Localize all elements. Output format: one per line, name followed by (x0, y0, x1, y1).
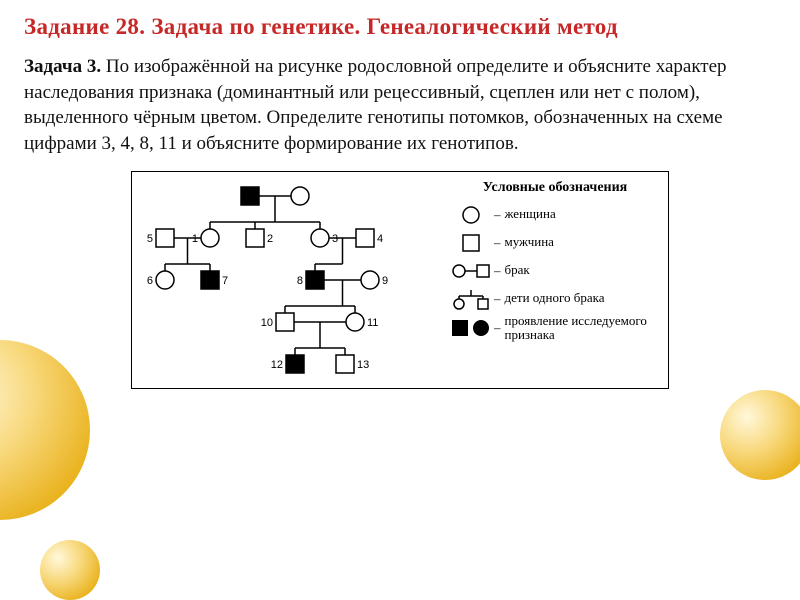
pedigree-node (156, 229, 174, 247)
pedigree-node (336, 355, 354, 373)
problem-text: Задача 3. По изображённой на рисунке род… (24, 54, 776, 157)
pedigree-figure: 51234678910111213 Условные обозначения –… (131, 171, 669, 389)
legend-symbol (450, 206, 492, 224)
pedigree-node (246, 229, 264, 247)
pedigree-node (291, 187, 309, 205)
pedigree-node-label: 1 (192, 233, 198, 245)
pedigree-node (306, 271, 324, 289)
pedigree-node (201, 229, 219, 247)
pedigree-node (156, 271, 174, 289)
legend-symbol (450, 319, 492, 337)
pedigree-node-label: 7 (222, 275, 228, 287)
legend-label: женщина (505, 207, 661, 221)
legend-row: –проявление исследуемого признака (450, 314, 660, 343)
pedigree-node (276, 313, 294, 331)
legend-symbol (450, 288, 492, 310)
legend-symbol (450, 262, 492, 280)
legend-label: брак (505, 263, 661, 277)
pedigree-diagram: 51234678910111213 (140, 178, 450, 378)
decorative-sphere (40, 540, 100, 600)
legend-row: –дети одного брака (450, 286, 660, 312)
decorative-sphere (720, 390, 800, 480)
pedigree-node-label: 10 (261, 317, 273, 329)
pedigree-node (361, 271, 379, 289)
pedigree-node (286, 355, 304, 373)
pedigree-node-label: 5 (147, 233, 153, 245)
pedigree-node (201, 271, 219, 289)
legend-row: –женщина (450, 202, 660, 228)
pedigree-node (311, 229, 329, 247)
legend-dash: – (492, 207, 505, 223)
page-title: Задание 28. Задача по генетике. Генеалог… (24, 14, 776, 40)
pedigree-node (356, 229, 374, 247)
legend-dash: – (492, 320, 505, 336)
pedigree-node-label: 6 (147, 275, 153, 287)
legend: Условные обозначения –женщина–мужчина–бр… (450, 178, 660, 378)
legend-label: дети одного брака (505, 291, 661, 305)
pedigree-node (346, 313, 364, 331)
legend-label: мужчина (505, 235, 661, 249)
legend-dash: – (492, 235, 505, 251)
legend-symbol (450, 234, 492, 252)
legend-label: проявление исследуемого признака (505, 314, 661, 343)
legend-row: –брак (450, 258, 660, 284)
pedigree-node-label: 3 (332, 233, 338, 245)
pedigree-node-label: 4 (377, 233, 383, 245)
pedigree-node-label: 8 (297, 275, 303, 287)
pedigree-node-label: 13 (357, 359, 369, 371)
legend-row: –мужчина (450, 230, 660, 256)
pedigree-node-label: 9 (382, 275, 388, 287)
pedigree-node-label: 11 (367, 317, 378, 329)
problem-lead: Задача 3. (24, 56, 101, 77)
legend-dash: – (492, 263, 505, 279)
problem-body: По изображённой на рисунке родословной о… (24, 56, 727, 154)
pedigree-node-label: 12 (271, 359, 283, 371)
legend-dash: – (492, 291, 505, 307)
pedigree-node-label: 2 (267, 233, 273, 245)
pedigree-node (241, 187, 259, 205)
legend-title: Условные обозначения (450, 180, 660, 196)
